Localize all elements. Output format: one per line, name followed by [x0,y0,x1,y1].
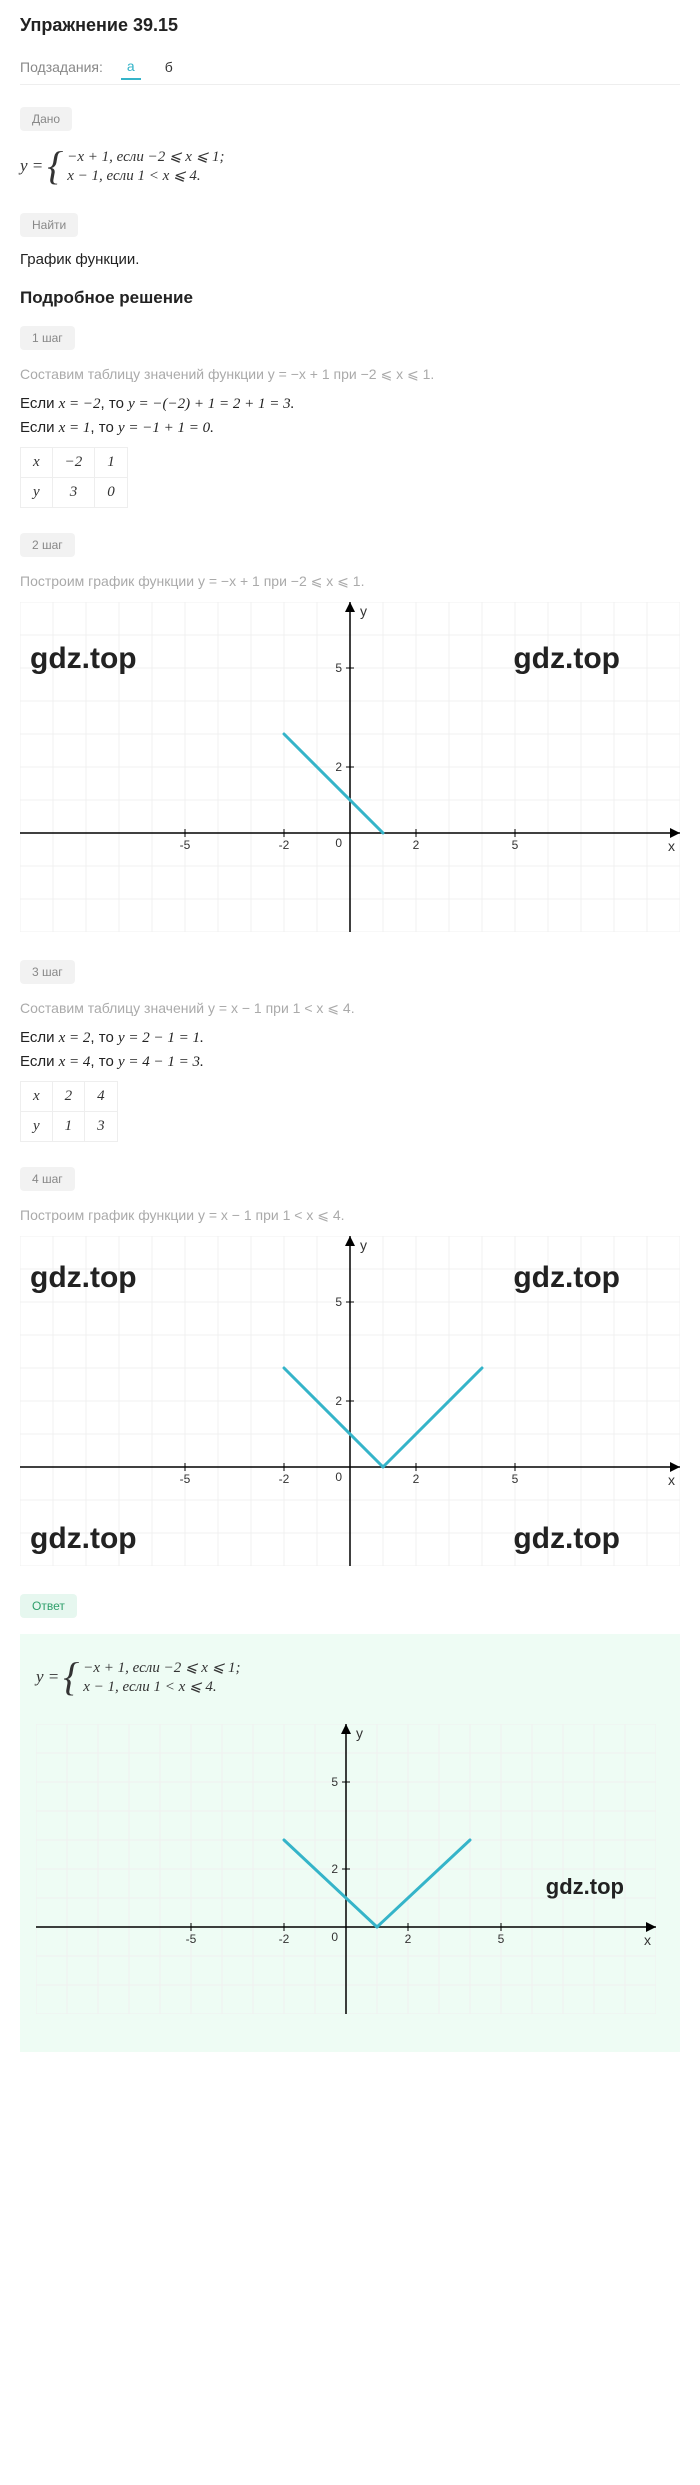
answer-prefix: y = [36,1667,59,1687]
svg-text:-2: -2 [279,1472,290,1486]
answer-line-1: −x + 1, если −2 ⩽ x ⩽ 1; [83,1658,240,1677]
svg-text:5: 5 [512,838,519,852]
svg-text:-5: -5 [180,838,191,852]
brace-icon: { [47,150,63,182]
table-row: x24 [21,1082,118,1112]
graph-svg: -5 -2 2 5 2 5 0 x y [36,1724,656,2014]
svg-text:-5: -5 [186,1932,197,1946]
given-formula: y = { −x + 1, если −2 ⩽ x ⩽ 1; x − 1, ес… [20,147,680,185]
step3-line2: Если x = 4, то y = 4 − 1 = 3. [20,1053,680,1071]
step3-table: x24 y13 [20,1081,118,1142]
given-chip: Дано [20,107,72,131]
graph-svg: -5 -2 2 5 2 5 0 x y [20,1236,680,1566]
given-line-2: x − 1, если 1 < x ⩽ 4. [67,166,224,185]
given-line-1: −x + 1, если −2 ⩽ x ⩽ 1; [67,147,224,166]
step3-desc: Составим таблицу значений y = x − 1 при … [20,1000,680,1017]
svg-text:x: x [668,838,675,854]
step2-graph: gdz.top gdz.top -5-225250xy [20,602,680,932]
step4-desc: Построим график функции y = x − 1 при 1 … [20,1207,680,1224]
step4-graph: gdz.top gdz.top gdz.top gdz.top -5-22525… [20,1236,680,1566]
step1-desc: Составим таблицу значений функции y = −x… [20,366,680,383]
answer-line-2: x − 1, если 1 < x ⩽ 4. [83,1677,240,1696]
svg-text:5: 5 [498,1932,505,1946]
answer-box: y = { −x + 1, если −2 ⩽ x ⩽ 1; x − 1, ес… [20,1634,680,2052]
svg-text:2: 2 [405,1932,412,1946]
tab-a[interactable]: а [121,54,141,80]
svg-text:-2: -2 [279,1932,290,1946]
svg-text:5: 5 [335,661,342,675]
answer-graph: gdz.top -5-225250xy [36,1724,664,2014]
svg-text:2: 2 [413,1472,420,1486]
table-row: y30 [21,478,128,508]
svg-text:5: 5 [331,1775,338,1789]
step1-line2: Если x = 1, то y = −1 + 1 = 0. [20,419,680,437]
step3-line1: Если x = 2, то y = 2 − 1 = 1. [20,1029,680,1047]
svg-text:5: 5 [335,1295,342,1309]
step1-line1: Если x = −2, то y = −(−2) + 1 = 2 + 1 = … [20,395,680,413]
svg-text:2: 2 [335,1394,342,1408]
svg-text:x: x [668,1472,675,1488]
step1-table: x−21 y30 [20,447,128,508]
svg-text:-2: -2 [279,838,290,852]
svg-text:0: 0 [331,1930,338,1944]
step3-chip: 3 шаг [20,960,75,984]
table-row: y13 [21,1112,118,1142]
tab-b[interactable]: б [159,55,179,79]
brace-icon: { [63,1661,79,1693]
step4-chip: 4 шаг [20,1167,75,1191]
step1-chip: 1 шаг [20,326,75,350]
svg-text:y: y [356,1725,363,1741]
svg-text:5: 5 [512,1472,519,1486]
svg-text:2: 2 [331,1862,338,1876]
step2-desc: Построим график функции y = −x + 1 при −… [20,573,680,590]
find-chip: Найти [20,213,78,237]
svg-text:y: y [360,603,367,619]
subtasks-label: Подзадания: [20,59,103,75]
svg-text:2: 2 [413,838,420,852]
answer-formula: y = { −x + 1, если −2 ⩽ x ⩽ 1; x − 1, ес… [36,1658,664,1696]
graph-svg: -5 -2 2 5 2 5 0 x y [20,602,680,932]
svg-text:y: y [360,1237,367,1253]
svg-text:0: 0 [335,1470,342,1484]
step2-chip: 2 шаг [20,533,75,557]
answer-chip: Ответ [20,1594,77,1618]
svg-text:0: 0 [335,836,342,850]
table-row: x−21 [21,448,128,478]
exercise-title: Упражнение 39.15 [20,15,680,36]
subtask-tabs: Подзадания: а б [20,54,680,85]
svg-text:x: x [644,1932,651,1948]
svg-text:-5: -5 [180,1472,191,1486]
given-prefix: y = [20,156,43,176]
find-text: График функции. [20,251,680,268]
svg-text:2: 2 [335,760,342,774]
solution-title: Подробное решение [20,288,680,308]
